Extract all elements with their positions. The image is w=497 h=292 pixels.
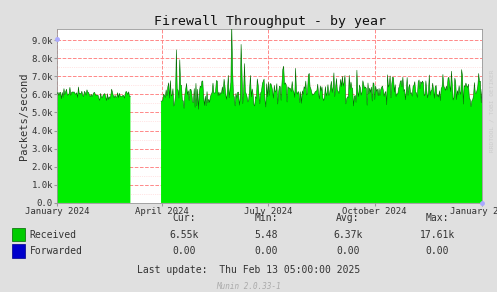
Text: 0.00: 0.00 <box>254 246 278 256</box>
Text: 0.00: 0.00 <box>336 246 360 256</box>
Text: 6.37k: 6.37k <box>333 230 363 240</box>
Text: Munin 2.0.33-1: Munin 2.0.33-1 <box>216 282 281 291</box>
Title: Firewall Throughput - by year: Firewall Throughput - by year <box>154 15 386 28</box>
Text: Avg:: Avg: <box>336 213 360 223</box>
Text: Forwarded: Forwarded <box>30 246 83 256</box>
Y-axis label: Packets/second: Packets/second <box>19 72 29 160</box>
Text: Max:: Max: <box>425 213 449 223</box>
Text: Received: Received <box>30 230 77 240</box>
Text: Min:: Min: <box>254 213 278 223</box>
Text: 0.00: 0.00 <box>172 246 196 256</box>
Text: 17.61k: 17.61k <box>420 230 455 240</box>
Text: 0.00: 0.00 <box>425 246 449 256</box>
Text: 6.55k: 6.55k <box>169 230 199 240</box>
Text: Cur:: Cur: <box>172 213 196 223</box>
Text: RRDTOOL / TOBI OETIKER: RRDTOOL / TOBI OETIKER <box>490 70 495 152</box>
Text: Last update:  Thu Feb 13 05:00:00 2025: Last update: Thu Feb 13 05:00:00 2025 <box>137 265 360 275</box>
Text: 5.48: 5.48 <box>254 230 278 240</box>
